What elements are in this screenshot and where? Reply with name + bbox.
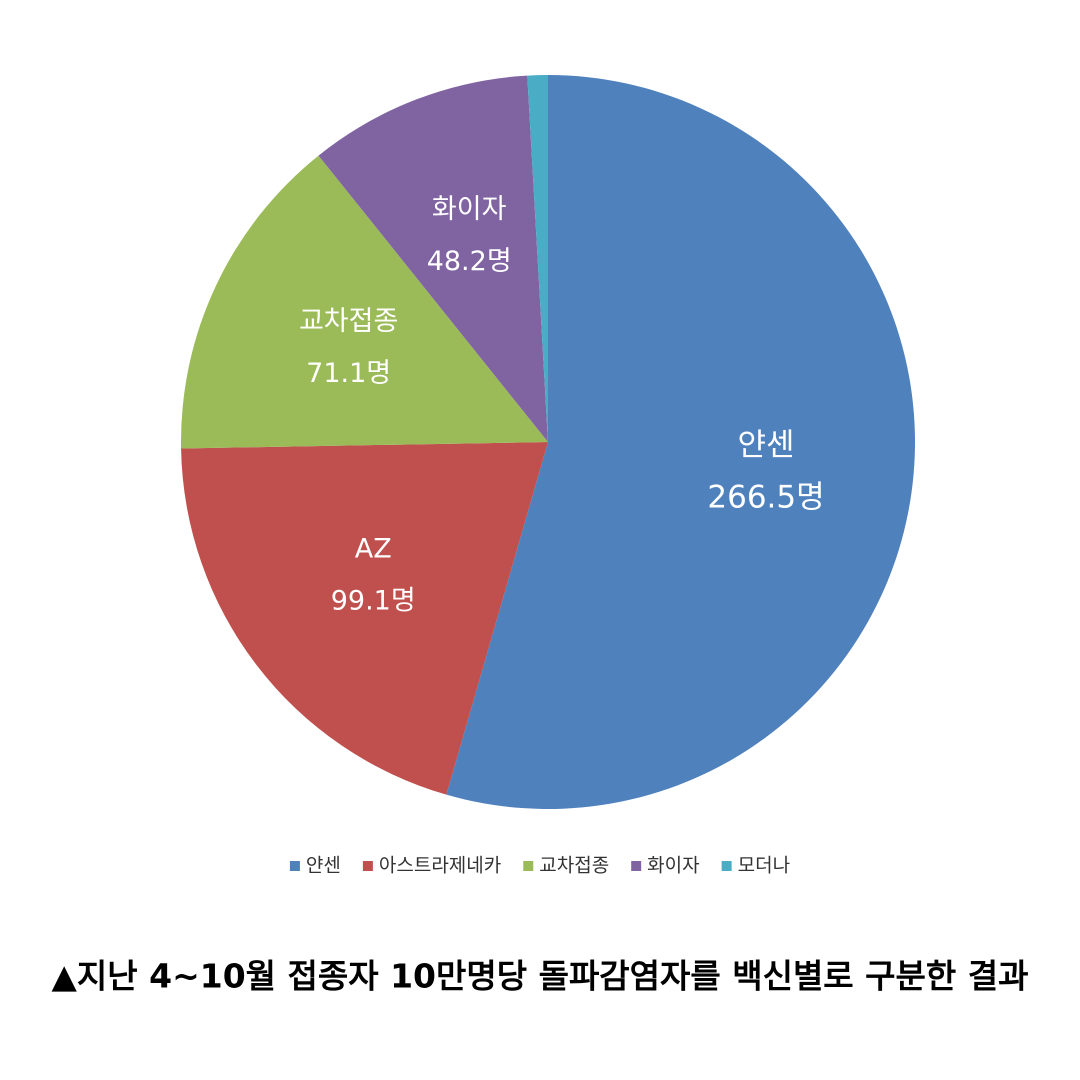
pie-slice xyxy=(446,75,915,809)
slice-label: 얀센 xyxy=(738,427,795,463)
data-label: 99.1명 xyxy=(331,585,416,616)
legend-label: 얀센 xyxy=(306,855,341,877)
pie-slice xyxy=(181,155,548,449)
legend-label: 모더나 xyxy=(738,855,790,877)
legend-swatch xyxy=(721,861,732,871)
legend-label: 화이자 xyxy=(647,855,699,877)
data-label: 266.5명 xyxy=(707,479,824,515)
data-label: 71.1명 xyxy=(306,358,391,389)
legend-swatch xyxy=(289,861,300,871)
slice-label: AZ xyxy=(355,533,392,564)
legend-label: 교차접종 xyxy=(539,855,609,877)
caption: ▲지난 4~10월 접종자 10만명당 돌파감염자를 백신별로 구분한 결과 xyxy=(52,957,1029,996)
legend-swatch xyxy=(631,861,642,871)
pie-slice xyxy=(527,75,548,442)
pie: 얀센 266.5명 AZ 99.1명 교차접종 71.1명 화이자 48.2명 xyxy=(181,75,915,809)
slice-label: 화이자 xyxy=(432,194,507,225)
legend: 얀센 아스트라제네카 교차접종 화이자 모더나 xyxy=(289,855,790,877)
pie-slice xyxy=(318,75,548,443)
pie-slice xyxy=(181,442,549,795)
legend-label: 아스트라제네카 xyxy=(379,855,501,877)
slice-label: 교차접종 xyxy=(299,306,398,337)
legend-swatch xyxy=(362,861,373,871)
data-label: 48.2명 xyxy=(427,246,512,277)
legend-swatch xyxy=(523,861,534,871)
